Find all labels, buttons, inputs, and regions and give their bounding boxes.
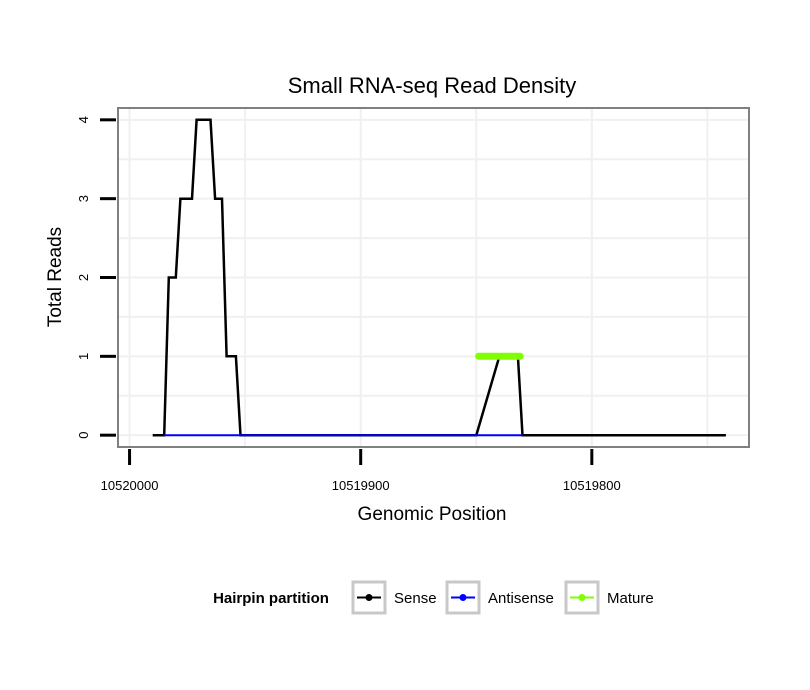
x-axis-label: Genomic Position	[358, 504, 507, 525]
legend-key-point	[578, 594, 586, 601]
y-tick-label: 2	[76, 274, 91, 281]
x-tick-label: 10519900	[332, 478, 390, 493]
legend-item-sense: Sense	[351, 580, 437, 615]
series-line-sense	[152, 118, 726, 437]
x-tick-label: 10519800	[563, 478, 621, 493]
legend-label: Antisense	[488, 590, 554, 607]
y-axis-label: Total Reads	[45, 227, 66, 327]
legend-item-mature: Mature	[564, 580, 654, 615]
y-tick-label: 1	[76, 353, 91, 360]
legend: Hairpin partition Sense Antisense Mature	[213, 580, 654, 615]
y-tick-label: 0	[76, 432, 91, 439]
y-tick-label: 3	[76, 195, 91, 202]
x-axis: 10520000 10519900 10519800	[101, 449, 621, 493]
legend-key-point	[365, 594, 373, 601]
y-axis: 0 1 2 3 4	[76, 116, 116, 439]
legend-label: Sense	[394, 590, 437, 607]
series-lines	[152, 118, 726, 437]
legend-title: Hairpin partition	[213, 590, 329, 607]
y-tick-label: 4	[76, 116, 91, 123]
legend-label: Mature	[607, 590, 654, 607]
legend-item-antisense: Antisense	[445, 580, 554, 615]
x-tick-label: 10520000	[101, 478, 159, 493]
legend-key-point	[459, 594, 467, 601]
chart-title: Small RNA-seq Read Density	[288, 73, 577, 98]
